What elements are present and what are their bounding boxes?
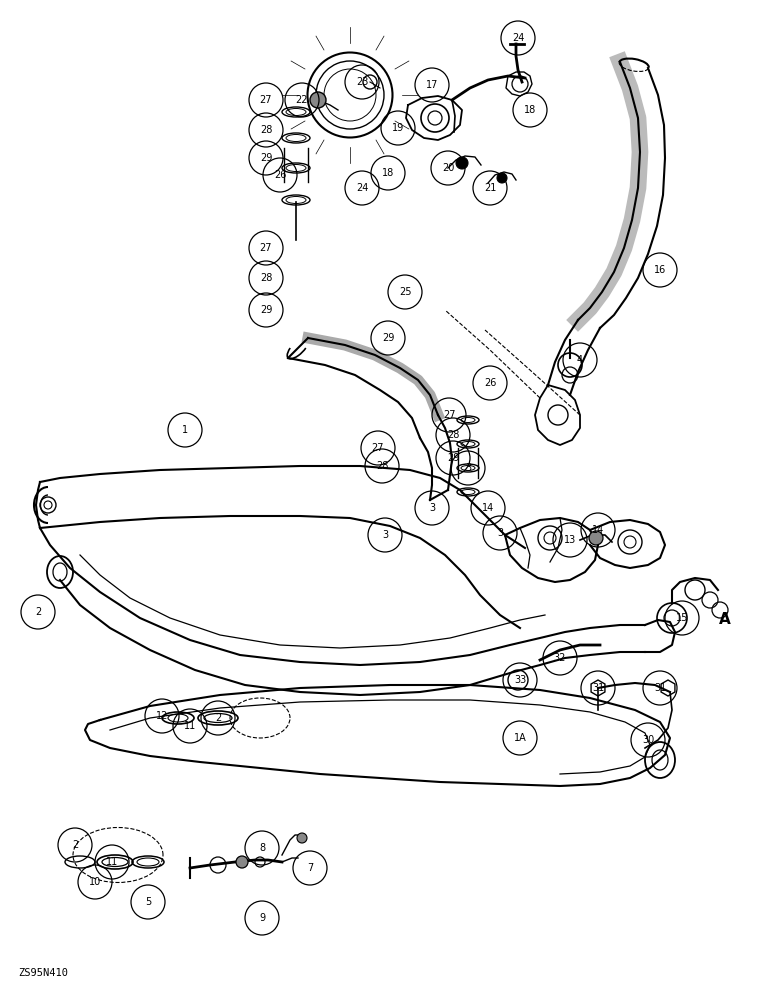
Circle shape	[497, 173, 507, 183]
Text: 29: 29	[260, 305, 273, 315]
Text: 1A: 1A	[513, 733, 527, 743]
Text: 30: 30	[642, 735, 654, 745]
Text: 9: 9	[259, 913, 265, 923]
Text: 11: 11	[106, 857, 118, 867]
Text: 27: 27	[259, 243, 273, 253]
Text: 18: 18	[382, 168, 394, 178]
Text: 27: 27	[372, 443, 384, 453]
Text: 18: 18	[524, 105, 536, 115]
Text: 5: 5	[145, 897, 151, 907]
Text: 32: 32	[554, 653, 566, 663]
Text: 25: 25	[399, 287, 411, 297]
Text: 28: 28	[260, 125, 273, 135]
Text: 21: 21	[484, 183, 496, 193]
Text: 27: 27	[259, 95, 273, 105]
Circle shape	[589, 531, 603, 545]
Text: 26: 26	[484, 378, 496, 388]
Text: 13: 13	[564, 535, 576, 545]
Text: 10: 10	[89, 877, 101, 887]
Text: 26: 26	[274, 170, 286, 180]
Text: 29: 29	[447, 453, 459, 463]
Text: 2: 2	[72, 840, 78, 850]
Text: 31: 31	[592, 683, 604, 693]
Text: 24: 24	[512, 33, 524, 43]
Text: 23: 23	[356, 77, 368, 87]
Text: 28: 28	[260, 273, 273, 283]
Text: 24: 24	[356, 183, 368, 193]
Text: 27: 27	[443, 410, 455, 420]
Text: 16: 16	[654, 265, 666, 275]
Text: 11: 11	[184, 721, 196, 731]
Text: 28: 28	[376, 461, 388, 471]
Text: 7: 7	[307, 863, 313, 873]
Text: 3: 3	[465, 463, 471, 473]
Circle shape	[456, 157, 468, 169]
Text: 33: 33	[514, 675, 527, 685]
Text: 29: 29	[382, 333, 394, 343]
Text: 14: 14	[482, 503, 494, 513]
Text: 19: 19	[392, 123, 404, 133]
Text: 4: 4	[577, 355, 583, 365]
Text: 3: 3	[429, 503, 435, 513]
Text: 20: 20	[442, 163, 454, 173]
Text: 28: 28	[447, 430, 459, 440]
Text: 1: 1	[182, 425, 188, 435]
Text: 31: 31	[654, 683, 666, 693]
Text: ZS95N410: ZS95N410	[18, 968, 68, 978]
Text: 12: 12	[156, 711, 168, 721]
Text: 14: 14	[592, 525, 604, 535]
Text: 2: 2	[215, 713, 221, 723]
Text: 2: 2	[35, 607, 41, 617]
Circle shape	[297, 833, 307, 843]
Text: 8: 8	[259, 843, 265, 853]
Text: 29: 29	[260, 153, 273, 163]
Text: A: A	[720, 612, 731, 628]
Text: 15: 15	[676, 613, 688, 623]
Text: 3: 3	[382, 530, 388, 540]
Text: 22: 22	[296, 95, 308, 105]
Text: 3: 3	[497, 528, 503, 538]
Circle shape	[236, 856, 248, 868]
Text: 17: 17	[426, 80, 438, 90]
Circle shape	[310, 92, 326, 108]
